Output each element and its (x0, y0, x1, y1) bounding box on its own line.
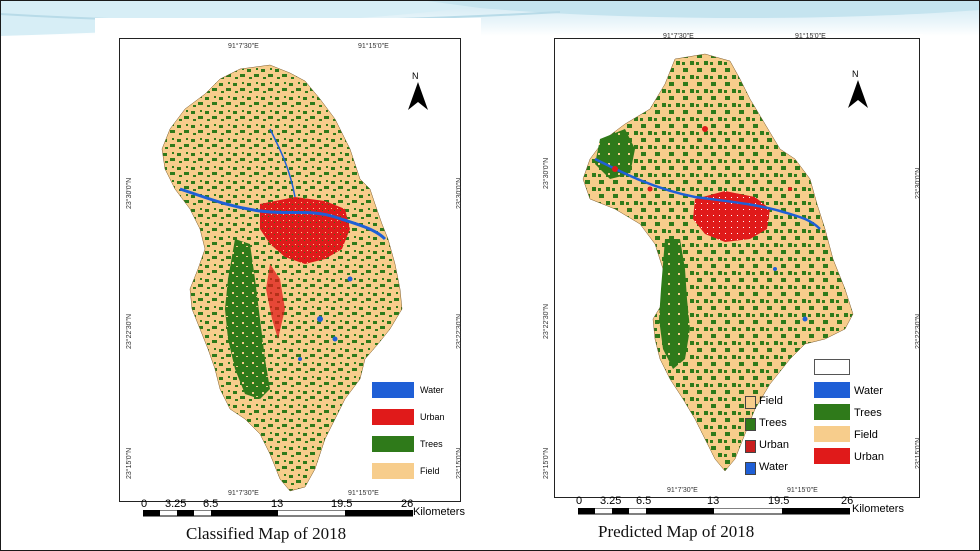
legend-label-field: Field (854, 429, 878, 441)
legend-label-trees: Trees (759, 417, 787, 429)
river (594, 157, 821, 230)
classified-map-canvas (161, 64, 403, 492)
top-longitude-label: 91°15'0"E (795, 33, 826, 40)
legend-label-field: Field (420, 466, 440, 476)
legend-swatch-urban (372, 409, 414, 425)
right-latitude-label: 23°30'0"N (915, 167, 922, 199)
classified-map-caption: Classified Map of 2018 (186, 524, 347, 543)
legend-label-urban: Urban (759, 439, 789, 451)
scale-tick-label: 0 (141, 498, 148, 510)
bottom-longitude-label: 91°7'30"E (228, 490, 259, 497)
legend-swatch-urban (745, 440, 756, 453)
river-branch (269, 128, 296, 198)
left-latitude-label: 23°22'30"N (543, 303, 550, 339)
north-label: N (412, 71, 419, 81)
forest-north (595, 129, 635, 179)
left-latitude-label: 23°15'0"N (126, 447, 133, 479)
top-longitude-label: 91°7'30"E (663, 33, 694, 40)
top-longitude-label: 91°15'0"E (358, 43, 389, 50)
north-arrow-icon (408, 82, 428, 110)
legend-swatch-empty (814, 359, 850, 375)
legend-swatch-water (372, 382, 414, 398)
legend-label-urban: Urban (420, 412, 445, 422)
forest-belt (225, 239, 270, 399)
classified-map-panel: 91°7'30"E 91°15'0"E 91°7'30"E 91°15'0"E … (95, 18, 481, 519)
river (179, 187, 387, 241)
predicted-map-panel: 91°7'30"E 91°15'0"E 91°7'30"E 91°15'0"E … (543, 33, 923, 517)
scale-tick-label: 13 (707, 495, 720, 507)
legend-swatch-field (372, 463, 414, 479)
scale-tick-label: 6.5 (203, 498, 219, 510)
left-latitude-label: 23°30'0"N (126, 177, 133, 209)
legend-label-water: Water (854, 385, 883, 397)
scale-tick-label: 6.5 (636, 495, 652, 507)
legend-swatch-water (745, 462, 756, 475)
legend-label-urban: Urban (854, 451, 884, 463)
bottom-longitude-label: 91°7'30"E (667, 487, 698, 494)
legend-label-trees: Trees (854, 407, 882, 419)
legend-label-water: Water (759, 461, 788, 473)
north-arrow-icon (848, 80, 868, 108)
right-latitude-label: 23°15'0"N (456, 447, 463, 479)
urban-spread (266, 264, 285, 339)
scale-tick-label: 13 (271, 498, 284, 510)
legend-label-trees: Trees (420, 439, 443, 449)
left-latitude-label: 23°15'0"N (543, 447, 550, 479)
scale-tick-label: 26 (841, 495, 854, 507)
bottom-longitude-label: 91°15'0"E (348, 490, 379, 497)
right-latitude-label: 23°22'30"N (915, 313, 922, 349)
north-label: N (852, 69, 859, 79)
scale-tick-label: 26 (401, 498, 414, 510)
forest-belt (659, 239, 690, 369)
classified-map-frame: 91°7'30"E 91°15'0"E 91°7'30"E 91°15'0"E … (119, 38, 463, 502)
predicted-map-frame: 91°7'30"E 91°15'0"E 91°7'30"E 91°15'0"E … (543, 33, 922, 498)
scale-tick-label: 19.5 (768, 495, 790, 507)
legend-label-field: Field (759, 395, 783, 407)
right-latitude-label: 23°22'30"N (456, 313, 463, 349)
top-longitude-label: 91°7'30"E (228, 43, 259, 50)
predicted-map-canvas (582, 53, 854, 472)
scale-tick-label: 19.5 (331, 498, 353, 510)
left-latitude-label: 23°22'30"N (126, 313, 133, 349)
left-latitude-label: 23°30'0"N (543, 157, 550, 189)
legend-swatch-urban (814, 448, 850, 464)
scale-unit-label: Kilometers (413, 506, 465, 518)
bottom-longitude-label: 91°15'0"E (787, 487, 818, 494)
scale-unit-label: Kilometers (852, 503, 904, 515)
legend-swatch-trees (814, 404, 850, 420)
scale-tick-label: 0 (576, 495, 583, 507)
legend-swatch-water (814, 382, 850, 398)
legend-swatch-trees (372, 436, 414, 452)
north-arrow: N (406, 71, 430, 111)
district-land-cover (161, 64, 403, 492)
scale-tick-label: 3.25 (165, 498, 187, 510)
right-latitude-label: 23°30'0"N (456, 177, 463, 209)
legend-swatch-trees (745, 418, 756, 431)
legend-swatch-field (814, 426, 850, 442)
legend-label-water: Water (420, 385, 444, 395)
legend-swatch-field (745, 396, 756, 409)
north-arrow: N (846, 69, 870, 109)
scale-tick-label: 3.25 (600, 495, 622, 507)
scale-bar-graphic (143, 510, 413, 517)
right-latitude-label: 23°15'0"N (915, 437, 922, 469)
district-land-cover (582, 53, 854, 472)
predicted-map-caption: Predicted Map of 2018 (598, 522, 755, 541)
scale-bar-graphic (578, 508, 850, 515)
